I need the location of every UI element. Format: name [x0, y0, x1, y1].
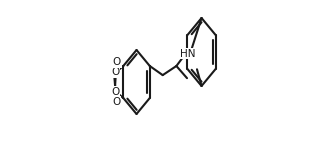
- Text: O: O: [112, 97, 121, 107]
- Text: HN: HN: [180, 49, 196, 59]
- Text: O: O: [111, 87, 120, 97]
- Text: O: O: [113, 57, 121, 67]
- Text: O: O: [111, 67, 120, 77]
